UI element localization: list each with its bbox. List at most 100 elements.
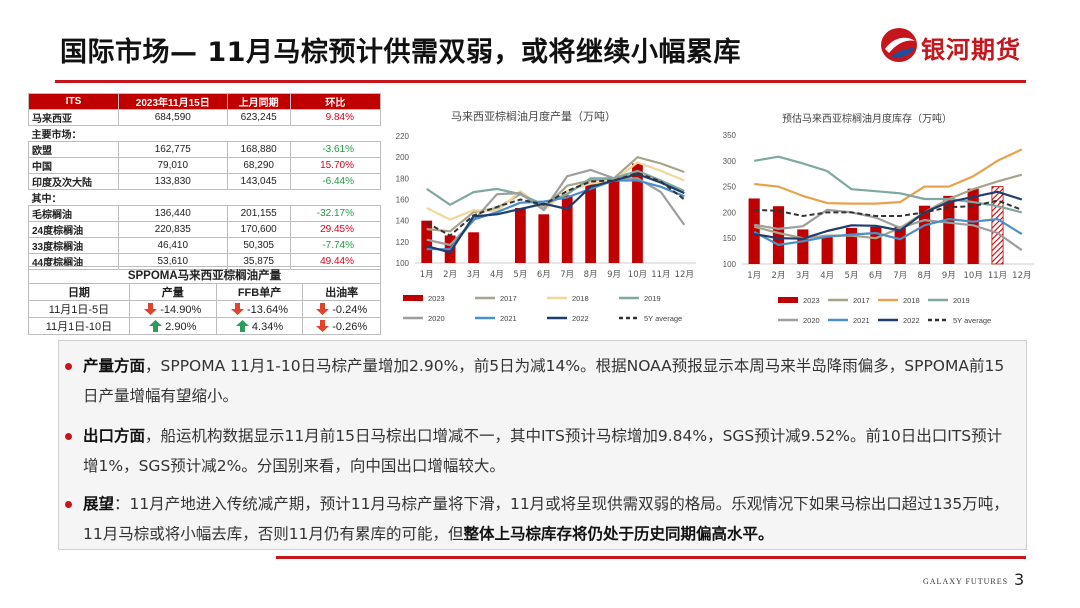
bar [797, 229, 809, 264]
table-header-cell: 环比 [289, 93, 382, 110]
x-tick-label: 3月 [467, 270, 481, 280]
legend-label: 2023 [803, 296, 820, 305]
sppoma-table: SPPOMA马来西亚棕榈油产量 日期 产量 FFB单产 出油率 11月1日-5日 -14… [28, 266, 381, 335]
series-line [426, 172, 685, 237]
row-value-previous: 50,305 [226, 237, 291, 254]
x-tick-label: 5月 [513, 270, 527, 280]
bar [991, 186, 1004, 265]
legend-label: 2019 [644, 294, 661, 303]
row-value-current: 220,835 [117, 221, 228, 238]
series-line [426, 161, 685, 221]
table-section-row: 其中： [28, 189, 381, 206]
table-header-cell: 日期 [28, 283, 130, 301]
arrow-down-icon [144, 302, 158, 315]
x-tick-label: 7月 [893, 271, 907, 281]
row-name: 印度及次大陆 [28, 173, 119, 190]
x-tick-label: 5月 [845, 271, 859, 281]
series-line [754, 155, 1023, 214]
bar [468, 232, 479, 263]
arrow-up-icon [149, 319, 163, 332]
y-tick-label: 180 [396, 174, 410, 183]
output-value: 2.90% [165, 320, 197, 333]
legend-label: 2020 [803, 316, 820, 325]
its-export-table: ITS 2023年11月15日 上月同期 环比 马来西亚 684,590 623,24… [28, 93, 382, 270]
row-value-previous: 623,245 [226, 109, 291, 126]
arrow-down-icon [231, 302, 245, 315]
series-line [753, 173, 1023, 240]
bullet-text: ，SPPOMA 11月1-10日马棕产量增加2.90%，前5日为减14%。根据N… [83, 357, 1005, 405]
table-section-row: 主要市场： [28, 125, 381, 142]
x-tick-label: 3月 [796, 271, 810, 281]
row-change: -6.44% [289, 173, 382, 190]
inventory-chart-svg: 100 150 200 250 300 350 1月 2月 3月 4月 5月 6月 7月 8月 9月 10月 1… [723, 131, 1034, 325]
y-tick-label: 220 [396, 132, 410, 141]
bar [845, 227, 858, 264]
table-header-row: 日期 产量 FFB单产 出油率 [28, 283, 381, 301]
x-tick-label: 9月 [942, 271, 956, 281]
legend-label: 2023 [428, 294, 445, 303]
legend-label: 2017 [853, 296, 870, 305]
row-name: 马来西亚 [28, 109, 119, 126]
x-tick-label: 4月 [490, 270, 504, 280]
legend-label: 2021 [500, 314, 517, 323]
row-change: 29.45% [289, 221, 382, 238]
legend-label: 2022 [903, 316, 920, 325]
footer-brand: GALAXY FUTURES [923, 577, 1009, 586]
row-date: 11月1日-10日 [28, 317, 130, 335]
oer-value: -0.26% [332, 320, 368, 333]
table-header-cell: 上月同期 [226, 93, 291, 110]
row-value-current: 46,410 [117, 237, 228, 254]
row-date: 11月1日-5日 [28, 300, 130, 318]
table-row: 33度棕榈油 46,410 50,305 -7.74% [28, 237, 382, 254]
x-tick-label: 1月 [747, 271, 761, 281]
bar [772, 206, 785, 264]
commentary-box: 产量方面，SPPOMA 11月1-10日马棕产量增加2.90%，前5日为减14%… [58, 340, 1027, 550]
table-row: 印度及次大陆 133,830 143,045 -6.44% [28, 173, 382, 190]
row-value-previous: 143,045 [226, 173, 291, 190]
x-tick-label: 12月 [1012, 271, 1031, 281]
x-tick-label: 1月 [420, 270, 434, 280]
x-tick-label: 9月 [607, 270, 621, 280]
table-header-cell: 产量 [128, 283, 217, 301]
bullet-bold-tail: 整体上马棕库存将仍处于历史同期偏高水平。 [463, 525, 774, 543]
series-line [426, 179, 685, 251]
legend-label: 2017 [500, 294, 517, 303]
production-chart: 马来西亚棕榈油月度产量（万吨） 100 120 140 160 180 200 220 1月 2… [393, 96, 711, 332]
legend-label: 2020 [428, 314, 445, 323]
bullet-dot-icon [65, 501, 72, 508]
row-value-current: 136,440 [117, 205, 228, 222]
x-tick-label: 4月 [820, 271, 834, 281]
legend-label: 2018 [572, 294, 589, 303]
legend-swatch [403, 295, 423, 301]
series-line [426, 172, 685, 254]
y-tick-label: 120 [396, 238, 410, 247]
y-tick-label: 350 [723, 131, 737, 140]
row-value-current: 162,775 [117, 141, 228, 158]
table-row: 24度棕榈油 220,835 170,600 29.45% [28, 221, 382, 238]
page-title: 国际市场— 11月马棕预计供需双弱，或将继续小幅累库 [60, 37, 741, 68]
series-line [754, 199, 1023, 217]
legend-label: 5Y average [953, 316, 991, 325]
bar [561, 195, 573, 263]
table-title: SPPOMA马来西亚棕榈油产量 [28, 266, 381, 284]
bullet-outlook: 展望：11月产地进入传统减产期，预计11月马棕产量将下滑，11月或将呈现供需双弱… [65, 489, 1013, 549]
x-tick-label: 11月 [651, 270, 670, 280]
bullet-text: ，船运机构数据显示11月前15日马棕出口增减不一，其中ITS预计马棕增加9.84… [83, 427, 1003, 475]
legend-label: 5Y average [644, 314, 682, 323]
series-line [754, 190, 1023, 240]
x-tick-label: 8月 [918, 271, 932, 281]
table-header-cell: 2023年11月15日 [117, 93, 228, 110]
bullet-lead: 产量方面 [83, 357, 146, 375]
table-header-row: ITS 2023年11月15日 上月同期 环比 [28, 93, 382, 110]
table-row: 毛棕榈油 136,440 201,155 -32.17% [28, 205, 382, 222]
y-tick-label: 250 [723, 183, 737, 192]
row-change: -7.74% [289, 237, 382, 254]
legend-label: 2021 [853, 316, 870, 325]
bottom-divider [276, 556, 1026, 559]
ffb-value: 4.34% [251, 320, 284, 333]
inventory-chart: 预估马来西亚棕榈油月度库存（万吨） 100 150 200 250 300 350 1月 2月… [716, 96, 1046, 332]
row-value-current: 684,590 [117, 109, 228, 126]
series-line [754, 208, 1023, 251]
arrow-down-icon [316, 319, 330, 332]
x-tick-label: 6月 [537, 270, 551, 280]
